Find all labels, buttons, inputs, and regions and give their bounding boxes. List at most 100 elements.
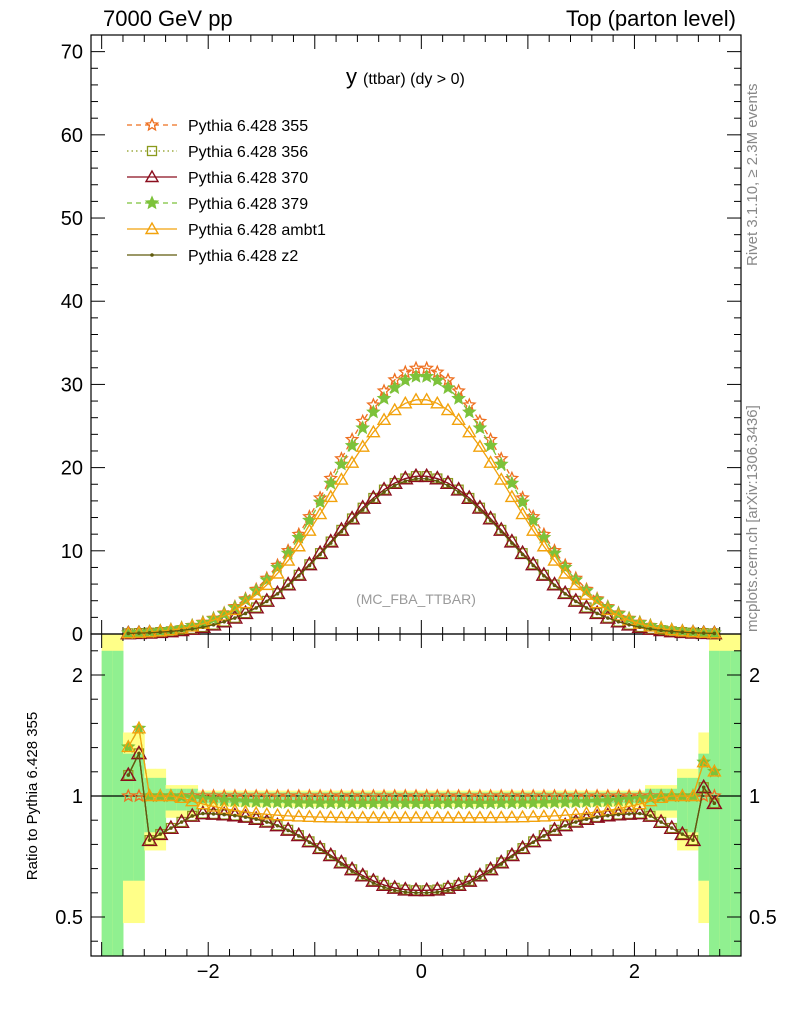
ratio-point — [439, 879, 457, 894]
series-point — [291, 538, 306, 552]
series-point — [414, 476, 418, 481]
ratio-point — [659, 820, 663, 824]
ratio-point — [120, 766, 137, 782]
ratio-point — [174, 788, 189, 803]
ratio-point — [312, 809, 328, 823]
series-point — [323, 489, 338, 503]
ratio-point — [206, 799, 221, 812]
ratio-point — [652, 813, 670, 828]
ratio-point — [195, 796, 211, 810]
ratio-point — [510, 854, 514, 859]
ratio-y-tick-label: 1 — [72, 786, 83, 808]
series-point — [355, 439, 370, 452]
series-point — [190, 627, 195, 631]
ratio-point — [627, 812, 631, 816]
series-point — [510, 541, 514, 545]
main-y-tick-label: 60 — [61, 125, 83, 147]
ratio-point — [712, 801, 717, 806]
ratio-point — [616, 812, 621, 817]
series-point — [137, 631, 141, 635]
series-point — [648, 627, 653, 631]
series-point — [174, 621, 189, 634]
series-point — [398, 395, 413, 409]
ratio-point — [450, 876, 467, 891]
series-point — [499, 529, 504, 534]
series-point — [493, 456, 509, 471]
legend-marker — [146, 145, 158, 157]
series-point — [526, 523, 541, 536]
ratio-point — [456, 885, 461, 890]
series-point — [707, 625, 722, 639]
series-point — [579, 587, 594, 600]
ratio-point — [526, 809, 541, 823]
series-point — [606, 616, 610, 620]
series-point — [269, 584, 286, 600]
series-point — [322, 533, 339, 548]
ratio-point — [606, 813, 610, 818]
series-point — [439, 474, 457, 490]
series-point — [382, 490, 386, 494]
series-point — [451, 412, 466, 426]
ratio-point — [270, 807, 285, 821]
series-point — [419, 392, 434, 406]
ratio-point — [408, 810, 424, 823]
ratio-point — [542, 834, 546, 838]
series-point — [360, 507, 365, 512]
ratio-point — [653, 790, 669, 804]
ratio-point — [488, 869, 493, 873]
ratio-point — [589, 793, 605, 808]
ratio-point — [584, 817, 589, 821]
ratio-point — [574, 820, 578, 824]
ratio-point — [462, 810, 477, 823]
ratio-band-inner — [144, 777, 156, 833]
series-line — [128, 399, 715, 634]
legend-marker — [144, 117, 160, 132]
ratio-point — [424, 890, 429, 895]
ratio-point — [483, 810, 498, 823]
series-point — [556, 584, 574, 600]
series-point — [691, 630, 695, 635]
series-point — [280, 553, 296, 566]
ratio-band-inner — [112, 650, 124, 956]
series-point — [574, 599, 578, 604]
series-point — [371, 498, 376, 502]
series-point — [478, 507, 482, 512]
main-y-tick-label: 30 — [61, 374, 83, 396]
series-point — [328, 541, 333, 545]
ratio-point — [499, 862, 504, 866]
ratio-point — [568, 806, 584, 820]
ratio-point — [355, 810, 370, 823]
ratio-point — [504, 809, 520, 823]
plot-title-variable: y — [346, 64, 357, 89]
ratio-point — [418, 881, 435, 897]
series-point — [483, 437, 498, 452]
series-point — [387, 380, 403, 395]
ratio-point — [126, 773, 131, 777]
series-point — [307, 563, 312, 568]
ratio-point — [366, 810, 381, 823]
ratio-point — [296, 834, 301, 838]
series-point — [472, 420, 488, 435]
ratio-point — [595, 815, 599, 819]
ratio-series-layer — [120, 720, 723, 897]
ratio-point — [339, 862, 344, 866]
ratio-band-inner — [154, 777, 167, 833]
series-point — [201, 625, 205, 629]
series-point — [467, 498, 472, 502]
series-point — [520, 552, 525, 557]
series-point — [712, 631, 717, 636]
series-point — [664, 622, 679, 636]
series-point — [179, 628, 184, 633]
ratio-point — [675, 788, 690, 802]
ratio-point — [621, 791, 637, 806]
energy-label: 7000 GeV pp — [103, 6, 233, 31]
main-y-tick-label: 70 — [61, 42, 83, 64]
ratio-point — [259, 806, 275, 820]
series-point — [547, 553, 562, 566]
ratio-band-inner — [677, 777, 689, 833]
series-point — [514, 544, 531, 560]
legend-label: Pythia 6.428 356 — [188, 144, 308, 161]
series-point — [243, 611, 248, 616]
legend: Pythia 6.428 355 Pythia 6.428 356 Pythia 6… — [127, 117, 326, 265]
process-label: Top (parton level) — [566, 6, 736, 31]
